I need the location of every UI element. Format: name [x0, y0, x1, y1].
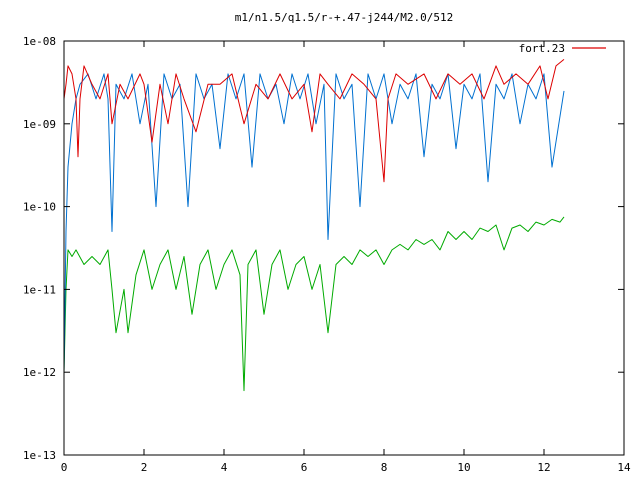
x-tick-label: 12 [537, 461, 550, 474]
chart-title: m1/n1.5/q1.5/r-+.47-j244/M2.0/512 [235, 11, 454, 24]
x-tick-label: 10 [457, 461, 470, 474]
series-layer [63, 59, 565, 392]
y-tick-label: 1e-11 [23, 283, 56, 296]
x-tick-label: 0 [61, 461, 68, 474]
y-tick-label: 1e-10 [23, 201, 56, 214]
y-tick-label: 1e-09 [23, 118, 56, 131]
x-tick-label: 14 [617, 461, 631, 474]
series-line-red [63, 59, 565, 183]
legend-label: fort.23 [519, 42, 565, 55]
series-line-green [63, 216, 565, 392]
x-tick-label: 6 [301, 461, 308, 474]
x-tick-label: 2 [141, 461, 148, 474]
x-axis: 0 2 4 6 8 10 12 14 [61, 41, 631, 474]
y-tick-label: 1e-12 [23, 366, 56, 379]
y-axis: 1e-13 1e-12 1e-11 1e-10 1e-09 1e-08 [23, 35, 624, 462]
legend: fort.23 [519, 42, 606, 55]
x-tick-label: 4 [221, 461, 228, 474]
plot-frame [63, 40, 625, 456]
y-tick-label: 1e-08 [23, 35, 56, 48]
y-tick-label: 1e-13 [23, 449, 56, 462]
series-line-blue [63, 73, 565, 373]
x-tick-label: 8 [381, 461, 388, 474]
